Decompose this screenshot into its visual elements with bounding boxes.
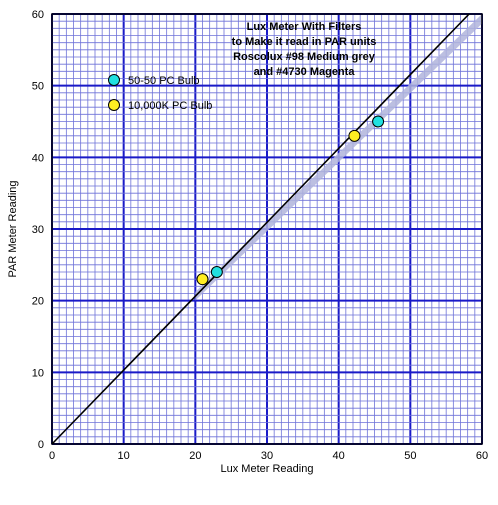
x-tick-label: 10 bbox=[118, 450, 130, 462]
plot-frame bbox=[51, 13, 483, 445]
x-axis-label: Lux Meter Reading bbox=[221, 463, 314, 475]
title-line-4: and #4730 Magenta bbox=[254, 66, 356, 78]
confidence-band-area bbox=[195, 14, 483, 301]
title-line-3: Roscolux #98 Medium grey bbox=[233, 51, 376, 63]
data-point-50-50 bbox=[372, 115, 385, 128]
fit-line bbox=[51, 13, 470, 445]
x-tick-label: 30 bbox=[261, 450, 273, 462]
y-axis-label: PAR Meter Reading bbox=[7, 180, 19, 277]
legend-marker-50-50 bbox=[108, 74, 120, 86]
y-tick-label: 0 bbox=[38, 439, 44, 451]
legend: 50-50 PC Bulb 10,000K PC Bulb bbox=[108, 74, 212, 112]
x-tick-label: 40 bbox=[333, 450, 345, 462]
title-line-1: Lux Meter With Filters bbox=[247, 21, 362, 33]
title-line-2: to Make it read in PAR units bbox=[232, 36, 377, 48]
y-tick-label: 60 bbox=[32, 9, 44, 21]
x-tick-label: 60 bbox=[476, 450, 488, 462]
y-tick-label: 20 bbox=[32, 296, 44, 308]
x-tick-label: 50 bbox=[404, 450, 416, 462]
legend-marker-10000k bbox=[108, 99, 120, 111]
x-tick-label: 20 bbox=[189, 450, 201, 462]
grid bbox=[51, 13, 483, 445]
data-point-10000k bbox=[196, 273, 209, 286]
legend-label-50-50: 50-50 PC Bulb bbox=[128, 75, 200, 87]
confidence-band bbox=[195, 14, 483, 301]
data-point-50-50 bbox=[210, 266, 223, 278]
legend-label-10000k: 10,000K PC Bulb bbox=[128, 100, 212, 112]
chart-title: Lux Meter With Filters to Make it read i… bbox=[232, 21, 377, 78]
y-tick-label: 40 bbox=[32, 152, 44, 164]
y-tick-label: 30 bbox=[32, 224, 44, 236]
fit-line-group bbox=[51, 13, 470, 445]
y-tick-label: 50 bbox=[32, 81, 44, 93]
y-tick-label: 10 bbox=[32, 367, 44, 379]
axis-ticks: 0 10 20 30 40 50 60 0 10 20 30 40 50 60 bbox=[32, 9, 488, 462]
data-points bbox=[196, 115, 385, 286]
data-point-10000k bbox=[348, 129, 361, 142]
x-tick-label: 0 bbox=[49, 450, 55, 462]
